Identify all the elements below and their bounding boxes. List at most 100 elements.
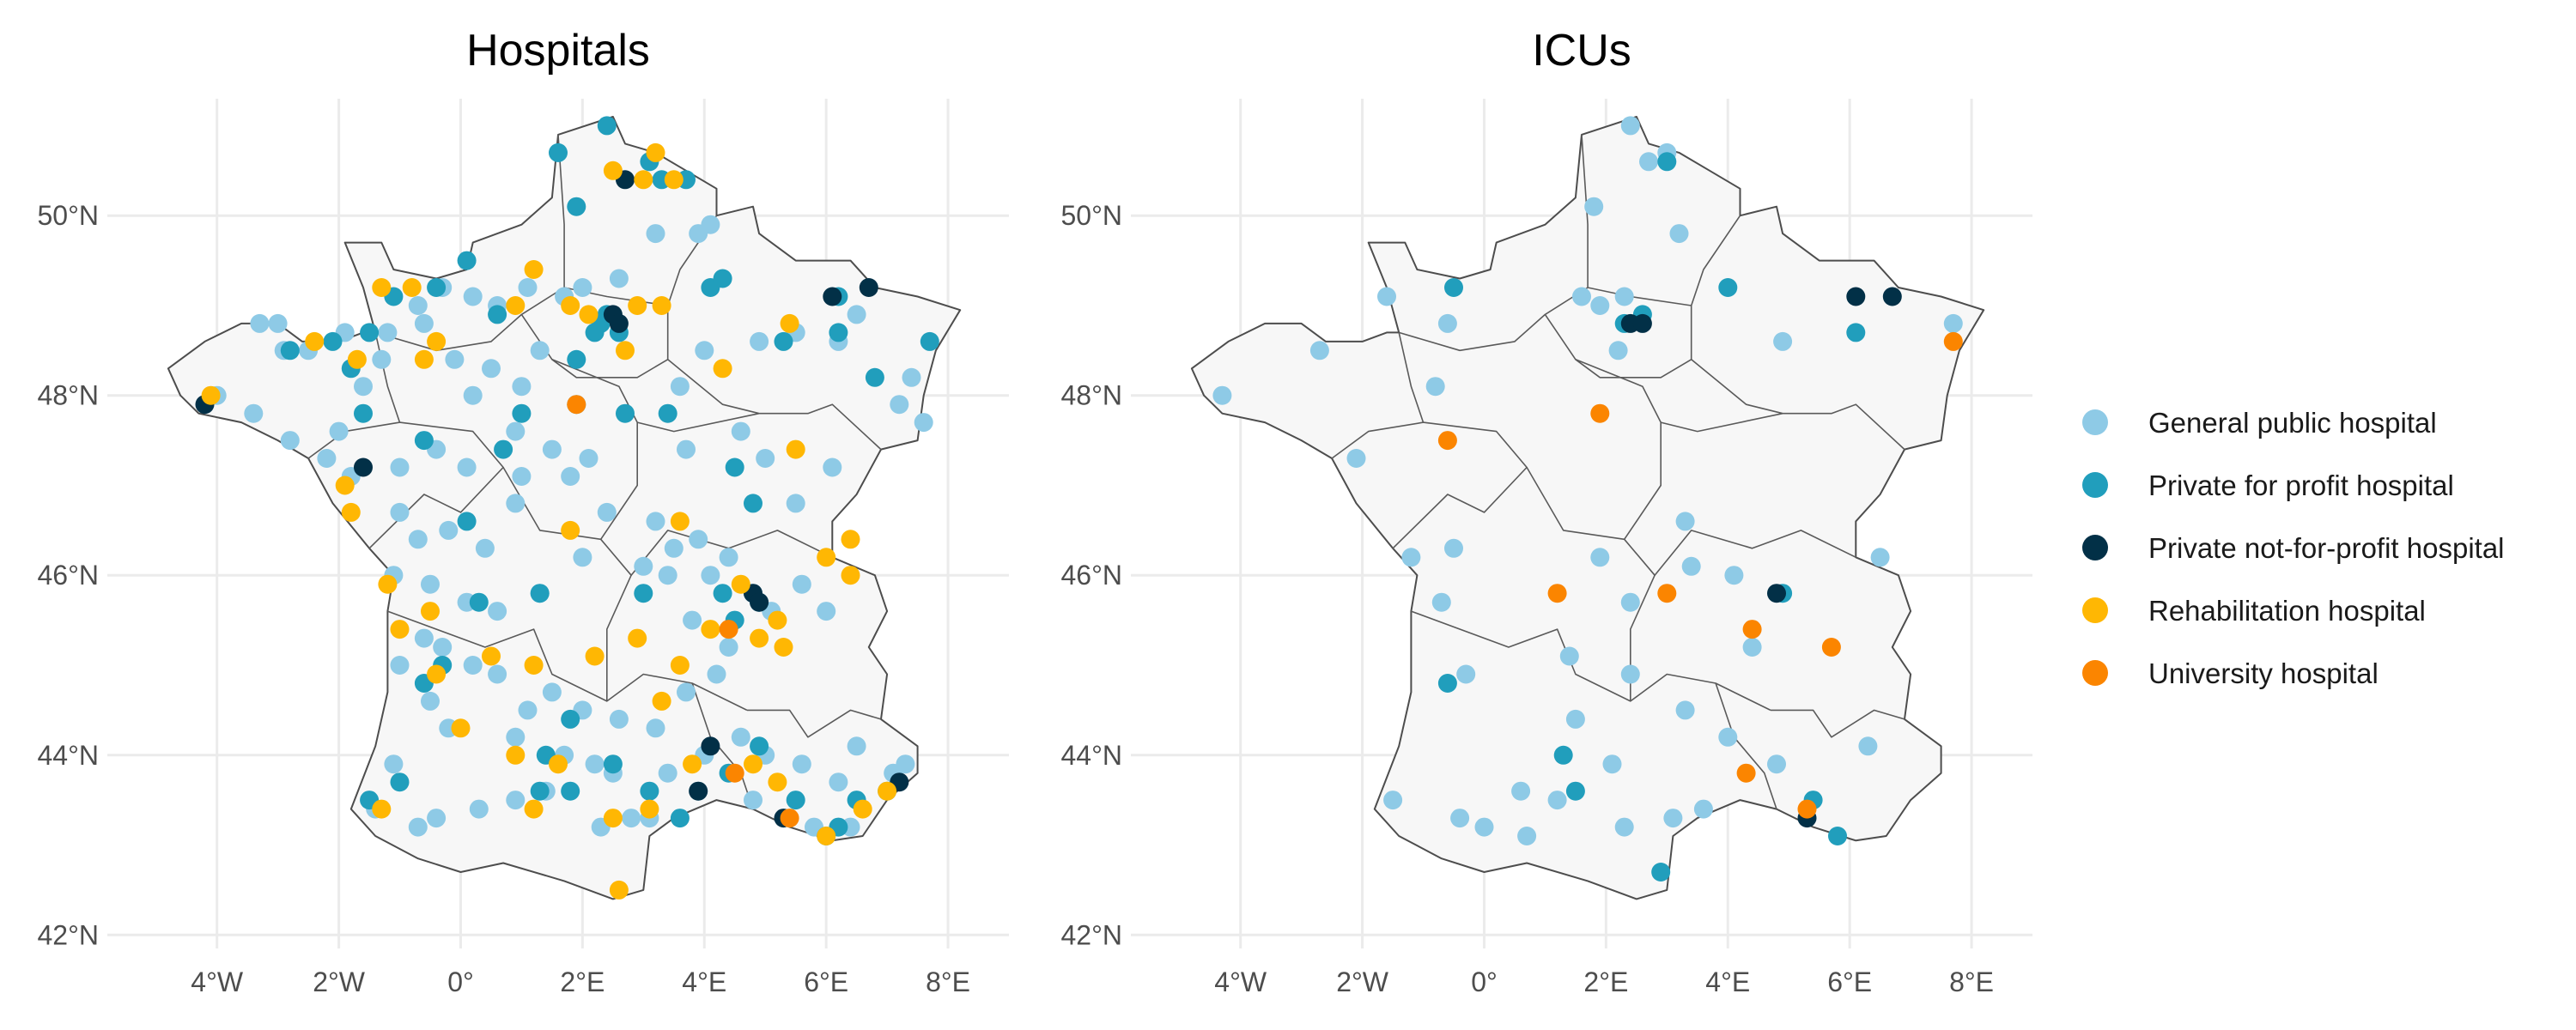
points-icus [1212, 116, 1963, 882]
point-general-public-hospital [1675, 700, 1695, 720]
region-border [502, 313, 638, 541]
point-private-for-profit-hospital [323, 331, 343, 351]
point-rehabilitation-hospital [603, 161, 623, 180]
x-axis-hospitals: 4°W 2°W 0° 2°E 4°E 6°E 8°E [191, 966, 970, 997]
point-private-for-profit-hospital [585, 323, 605, 342]
point-general-public-hospital [658, 566, 677, 585]
point-rehabilitation-hospital [780, 313, 799, 333]
point-general-public-hospital [695, 341, 714, 360]
point-rehabilitation-hospital [768, 610, 787, 630]
point-private-for-profit-hospital [1437, 674, 1457, 693]
legend-swatch [2082, 660, 2108, 686]
point-general-public-hospital [609, 709, 629, 729]
x-tick-label: 0° [447, 966, 474, 997]
point-general-public-hospital [542, 682, 562, 702]
point-general-public-hospital [817, 602, 836, 621]
point-rehabilitation-hospital [390, 620, 410, 639]
point-rehabilitation-hospital [683, 754, 702, 774]
point-general-public-hospital [475, 538, 495, 558]
point-private-for-profit-hospital [530, 584, 550, 603]
point-private-not-for-profit-hospital [1882, 287, 1902, 306]
point-private-not-for-profit-hospital [750, 592, 769, 612]
legend-label: University hospital [2148, 657, 2379, 689]
point-general-public-hospital [1943, 313, 1963, 333]
point-general-public-hospital [573, 548, 592, 567]
point-private-not-for-profit-hospital [609, 313, 629, 333]
point-private-for-profit-hospital [640, 781, 659, 801]
point-rehabilitation-hospital [549, 754, 568, 774]
point-general-public-hospital [1547, 791, 1567, 810]
point-general-public-hospital [1444, 538, 1463, 558]
region-border [1575, 306, 1692, 379]
point-private-for-profit-hospital [658, 403, 677, 423]
point-general-public-hospital [506, 494, 526, 513]
point-general-public-hospital [1309, 341, 1329, 360]
point-general-public-hospital [518, 278, 538, 297]
point-general-public-hospital [1773, 331, 1793, 351]
region-border [374, 287, 565, 352]
point-general-public-hospital [1517, 827, 1537, 845]
point-general-public-hospital [719, 548, 738, 567]
point-general-public-hospital [250, 313, 270, 333]
point-general-public-hospital [1559, 646, 1579, 666]
point-private-for-profit-hospital [744, 494, 762, 513]
point-general-public-hospital [609, 269, 629, 288]
legend-label: Private for profit hospital [2148, 470, 2454, 501]
x-tick-label: 8°E [1949, 966, 1994, 997]
point-general-public-hospital [1383, 791, 1403, 810]
point-rehabilitation-hospital [701, 620, 720, 639]
region-border [1770, 709, 1905, 738]
point-private-for-profit-hospital [457, 251, 477, 270]
point-private-for-profit-hospital [1565, 781, 1585, 801]
region-border [691, 682, 754, 809]
point-general-public-hospital [530, 341, 550, 360]
point-rehabilitation-hospital [579, 305, 598, 324]
x-tick-label: 6°E [804, 966, 848, 997]
point-general-public-hospital [384, 754, 404, 774]
region-border [551, 306, 669, 379]
region-border [387, 610, 748, 712]
y-tick-label: 44°N [38, 740, 100, 771]
point-rehabilitation-hospital [524, 656, 544, 675]
point-private-for-profit-hospital [1651, 863, 1671, 882]
point-private-for-profit-hospital [390, 772, 410, 792]
point-general-public-hospital [457, 457, 477, 477]
point-university-hospital [780, 809, 799, 828]
point-private-for-profit-hospital [1553, 745, 1573, 765]
legend-item-nonprofit: Private not-for-profit hospital [2082, 532, 2505, 564]
point-general-public-hospital [1767, 754, 1786, 774]
point-general-public-hospital [561, 467, 580, 486]
point-general-public-hospital [744, 791, 762, 810]
region-border [1398, 287, 1589, 352]
point-general-public-hospital [378, 323, 398, 342]
point-private-for-profit-hospital [634, 584, 653, 603]
point-rehabilitation-hospital [524, 260, 544, 279]
region-border [1715, 682, 1777, 809]
point-private-for-profit-hospital [1846, 323, 1866, 342]
point-general-public-hospital [573, 278, 592, 297]
point-general-public-hospital [1425, 377, 1445, 397]
point-general-public-hospital [518, 700, 538, 720]
x-tick-label: 2°E [1583, 966, 1628, 997]
x-tick-label: 6°E [1827, 966, 1872, 997]
point-university-hospital [1736, 763, 1756, 783]
point-rehabilitation-hospital [646, 142, 665, 162]
point-general-public-hospital [506, 421, 526, 441]
point-private-for-profit-hospital [488, 305, 507, 324]
point-general-public-hospital [427, 809, 447, 828]
point-private-for-profit-hospital [1657, 152, 1677, 172]
region-border [637, 412, 760, 433]
legend-swatch [2082, 472, 2108, 498]
point-private-not-for-profit-hospital [701, 736, 720, 756]
point-general-public-hospital [506, 727, 526, 747]
point-private-for-profit-hospital [567, 197, 586, 216]
point-rehabilitation-hospital [652, 296, 671, 315]
point-general-public-hospital [408, 817, 428, 837]
point-general-public-hospital [512, 377, 532, 397]
point-general-public-hospital [890, 395, 909, 415]
point-general-public-hospital [1620, 664, 1640, 684]
point-general-public-hospital [646, 718, 665, 738]
point-general-public-hospital [1693, 799, 1713, 819]
point-rehabilitation-hospital [561, 296, 580, 315]
point-rehabilitation-hospital [750, 628, 769, 648]
